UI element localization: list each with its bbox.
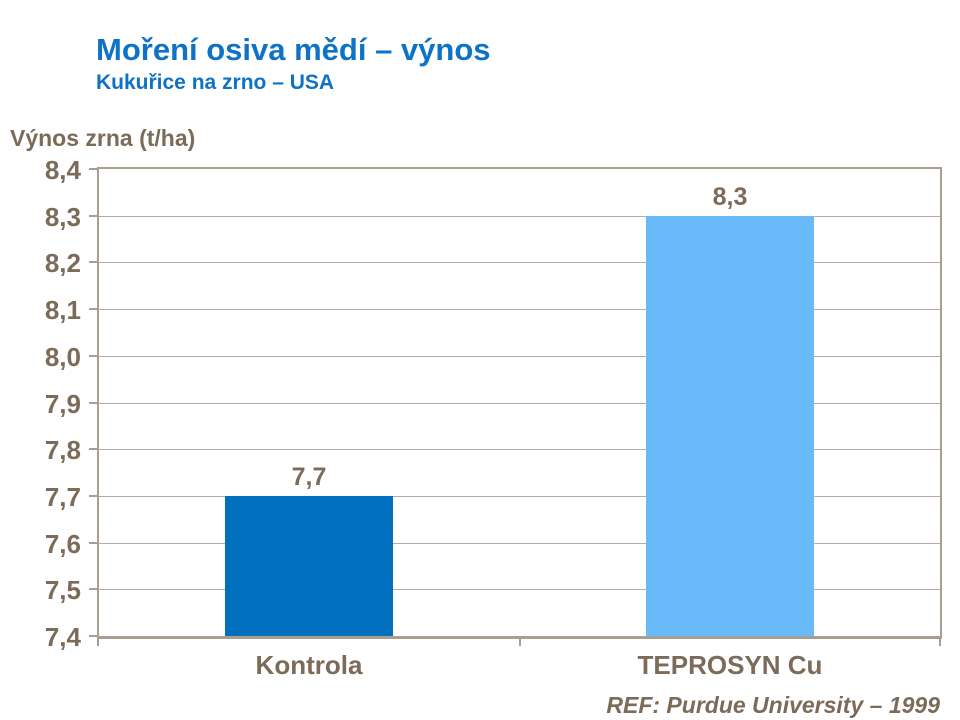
gridline	[99, 403, 940, 404]
y-axis-tick-label: 8,2	[44, 248, 81, 278]
gridline	[99, 262, 940, 263]
y-axis-tick	[89, 495, 99, 497]
y-axis-tick	[89, 542, 99, 544]
y-axis-tick	[89, 402, 99, 404]
y-axis-tick-label: 7,7	[44, 482, 81, 512]
chart-subtitle: Kukuřice na zrno – USA	[96, 71, 335, 94]
bar-teprosyn-cu	[646, 216, 814, 636]
y-axis-tick	[89, 215, 99, 217]
y-axis-tick	[89, 168, 99, 170]
gridline	[99, 449, 940, 450]
y-axis-tick	[89, 308, 99, 310]
y-axis-tick-label: 8,1	[44, 295, 81, 325]
chart-title: Moření osiva mědí – výnos	[96, 32, 491, 67]
y-axis-tick	[89, 448, 99, 450]
y-axis-tick-label: 8,4	[44, 155, 81, 185]
gridline	[99, 216, 940, 217]
y-axis-title: Výnos zrna (t/ha)	[10, 125, 196, 151]
x-axis-category-label: Kontrola	[255, 650, 363, 680]
y-axis-tick-label: 7,4	[44, 622, 81, 652]
bar-kontrola	[225, 496, 393, 636]
bar-value-label: 8,3	[712, 183, 748, 211]
y-axis-tick-label: 7,5	[44, 575, 81, 605]
gridline	[99, 589, 940, 590]
y-axis-tick	[89, 635, 99, 637]
y-axis-tick-label: 7,6	[44, 529, 81, 559]
y-axis-tick-label: 7,8	[44, 435, 81, 465]
x-axis-tick	[519, 639, 521, 646]
y-axis-tick-label: 8,3	[44, 202, 81, 232]
gridline	[99, 309, 940, 310]
gridline	[99, 543, 940, 544]
gridline	[99, 356, 940, 357]
y-axis-tick	[89, 588, 99, 590]
y-axis-tick-label: 8,0	[44, 342, 81, 372]
y-axis-tick-label: 7,9	[44, 389, 81, 419]
x-axis-tick	[939, 639, 941, 646]
y-axis-tick	[89, 355, 99, 357]
x-axis-category-label: TEPROSYN Cu	[637, 650, 823, 680]
x-axis-tick	[97, 639, 99, 646]
y-axis-tick	[89, 261, 99, 263]
gridline	[99, 496, 940, 497]
reference-text: REF: Purdue University – 1999	[606, 692, 940, 718]
bar-value-label: 7,7	[291, 463, 327, 491]
